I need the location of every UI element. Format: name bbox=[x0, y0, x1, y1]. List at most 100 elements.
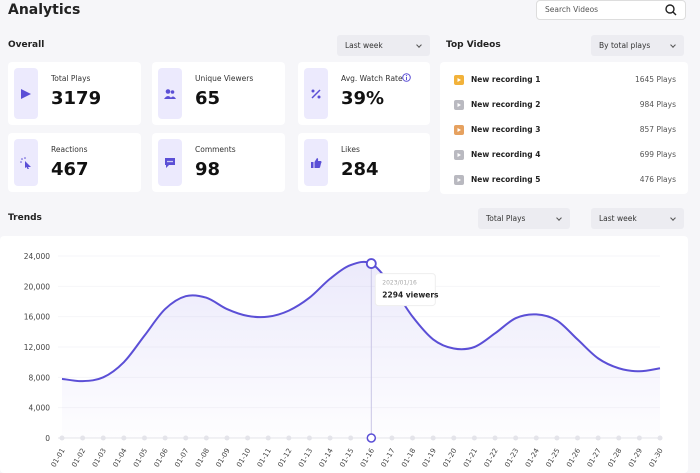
section-title: Trends bbox=[8, 213, 42, 223]
video-plays: 857 Plays bbox=[639, 125, 676, 134]
video-row[interactable]: New recording 3 857 Plays bbox=[454, 123, 676, 137]
video-name: New recording 3 bbox=[471, 125, 541, 134]
video-plays: 1645 Plays bbox=[634, 75, 676, 84]
dropdown[interactable]: Last week bbox=[591, 208, 684, 229]
stat-label: Likes bbox=[341, 145, 360, 154]
stat-label: Avg. Watch Rate bbox=[341, 74, 403, 83]
stat-icon bbox=[311, 88, 321, 99]
video-plays: 699 Plays bbox=[639, 150, 676, 159]
y-tick-label: 0 bbox=[45, 434, 50, 443]
stat-value: 467 bbox=[51, 159, 89, 180]
axis-dot bbox=[471, 435, 477, 441]
axis-dot bbox=[100, 435, 106, 441]
video-name: New recording 4 bbox=[471, 150, 541, 159]
stat-card: Unique Viewers 65 bbox=[152, 62, 285, 125]
play-icon bbox=[457, 103, 461, 107]
axis-dot bbox=[595, 435, 601, 441]
axis-dot bbox=[451, 435, 457, 441]
video-thumb bbox=[454, 150, 464, 160]
axis-dot bbox=[203, 435, 209, 441]
search-placeholder: Search Videos bbox=[545, 5, 599, 14]
video-row[interactable]: New recording 4 699 Plays bbox=[454, 148, 676, 162]
stat-card: Comments 98 bbox=[152, 133, 285, 192]
axis-dot bbox=[430, 435, 436, 441]
stat-card: Reactions 467 bbox=[8, 133, 141, 192]
stat-card: Likes 284 bbox=[298, 133, 430, 192]
video-thumb bbox=[454, 100, 464, 110]
stat-value: 98 bbox=[195, 159, 221, 180]
axis-dot bbox=[183, 435, 189, 441]
axis-dot bbox=[306, 435, 312, 441]
video-plays: 984 Plays bbox=[639, 100, 676, 109]
axis-dot bbox=[492, 435, 498, 441]
y-tick-label: 4,000 bbox=[29, 404, 51, 413]
video-name: New recording 5 bbox=[471, 175, 541, 184]
axis-dot bbox=[575, 435, 581, 441]
video-row[interactable]: New recording 5 476 Plays bbox=[454, 173, 676, 187]
stat-icon-box bbox=[14, 68, 38, 119]
video-row[interactable]: New recording 2 984 Plays bbox=[454, 98, 676, 112]
axis-dot bbox=[245, 435, 251, 441]
axis-highlight bbox=[366, 433, 377, 443]
stat-card: Avg. Watch Rate 39% bbox=[298, 62, 430, 125]
video-name: New recording 2 bbox=[471, 100, 541, 109]
play-icon bbox=[457, 128, 461, 132]
axis-dot bbox=[224, 435, 230, 441]
axis-dot bbox=[327, 435, 333, 441]
stat-value: 3179 bbox=[51, 88, 102, 109]
stat-icon bbox=[20, 156, 31, 169]
axis-dot bbox=[636, 435, 642, 441]
video-name: New recording 1 bbox=[471, 75, 541, 84]
dropdown[interactable]: Last week bbox=[337, 35, 430, 56]
axis-dot bbox=[513, 435, 519, 441]
video-thumb bbox=[454, 75, 464, 85]
axis-dot bbox=[348, 435, 354, 441]
play-icon bbox=[457, 178, 461, 182]
stat-icon-box bbox=[14, 139, 38, 186]
stat-icon bbox=[311, 157, 322, 168]
search-icon bbox=[665, 4, 677, 16]
area bbox=[62, 261, 660, 438]
axis-dot bbox=[80, 435, 86, 441]
axis-dot bbox=[533, 435, 539, 441]
stat-icon bbox=[164, 88, 176, 99]
video-thumb bbox=[454, 175, 464, 185]
play-icon bbox=[457, 153, 461, 157]
y-tick-label: 8,000 bbox=[29, 373, 51, 382]
y-tick-label: 16,000 bbox=[24, 313, 50, 322]
stat-icon-box bbox=[158, 139, 182, 186]
axis-dot bbox=[59, 435, 65, 441]
highlight-point bbox=[365, 258, 377, 269]
video-thumb bbox=[454, 125, 464, 135]
stat-icon-box bbox=[158, 68, 182, 119]
tooltip-date: 2023/01/16 bbox=[382, 280, 417, 287]
search-box[interactable]: Search Videos bbox=[536, 0, 686, 20]
section-title: Top Videos bbox=[446, 40, 501, 50]
axis-dot bbox=[141, 435, 147, 441]
axis-dot bbox=[410, 435, 416, 441]
axis-dot bbox=[389, 435, 395, 441]
stat-label: Total Plays bbox=[51, 74, 91, 83]
dropdown[interactable]: Total Plays bbox=[478, 208, 570, 229]
top-videos-panel bbox=[440, 62, 688, 194]
info-icon[interactable] bbox=[402, 73, 411, 82]
y-tick-label: 20,000 bbox=[24, 282, 50, 291]
video-plays: 476 Plays bbox=[639, 175, 676, 184]
axis-dot bbox=[265, 435, 271, 441]
axis-dot bbox=[657, 435, 663, 441]
stat-label: Unique Viewers bbox=[195, 74, 254, 83]
axis-dot bbox=[616, 435, 622, 441]
chart: 04,0008,00012,00016,00020,00024,00001-01… bbox=[0, 236, 688, 473]
page-title: Analytics bbox=[8, 2, 81, 18]
stat-value: 65 bbox=[195, 88, 221, 109]
stat-icon bbox=[21, 88, 31, 99]
axis-dot bbox=[162, 435, 168, 441]
dropdown[interactable]: By total plays bbox=[591, 35, 684, 56]
tooltip bbox=[374, 273, 436, 307]
video-row[interactable]: New recording 1 1645 Plays bbox=[454, 73, 676, 87]
y-tick-label: 12,000 bbox=[24, 343, 50, 352]
tooltip-value: 2294 viewers bbox=[382, 291, 439, 300]
play-icon bbox=[457, 78, 461, 82]
stat-label: Reactions bbox=[51, 145, 88, 154]
